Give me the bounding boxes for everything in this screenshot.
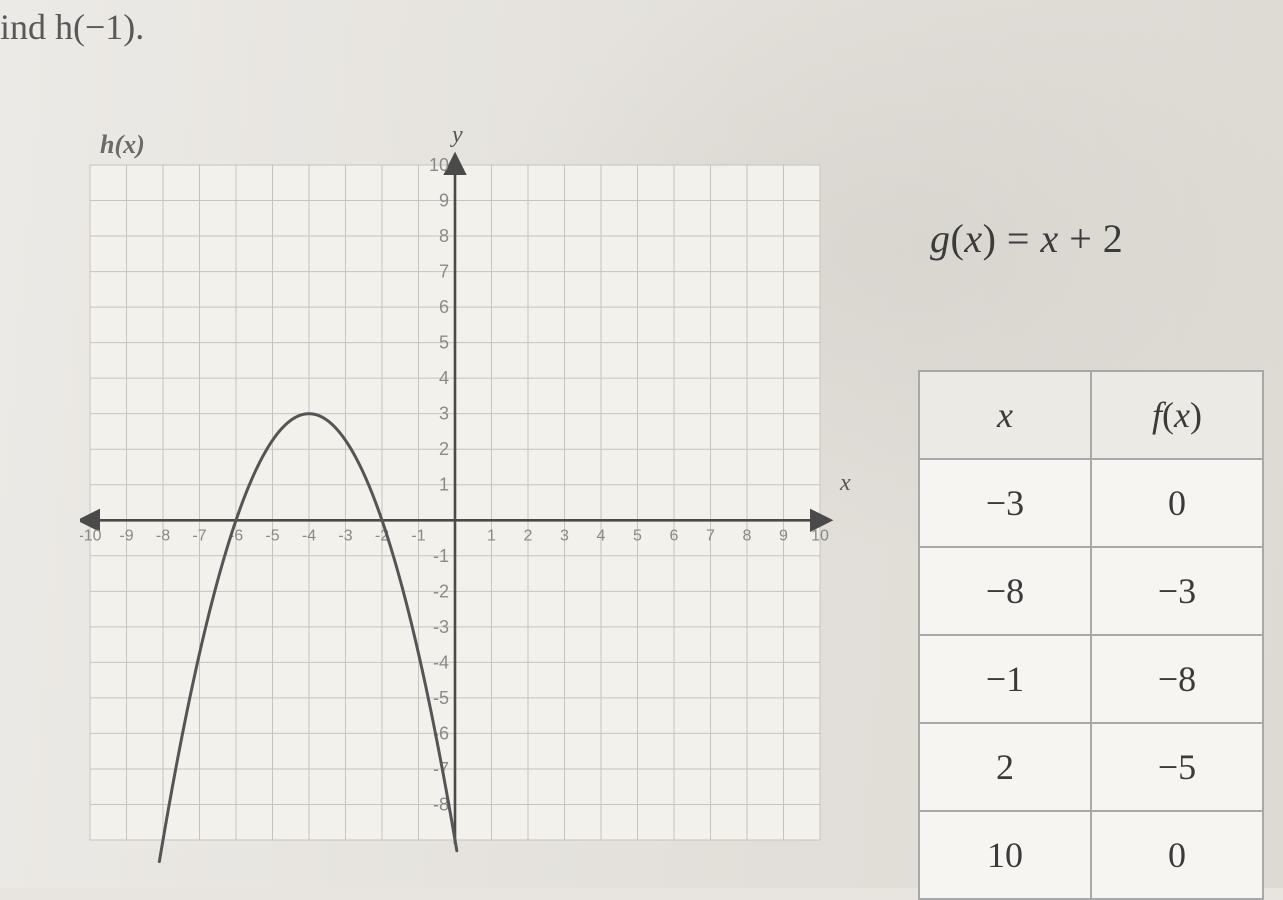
table-row: 2−5 (919, 723, 1263, 811)
cell-fx: −5 (1091, 723, 1263, 811)
g-letter: g (930, 216, 951, 261)
rhs-var: x (1040, 216, 1058, 261)
svg-text:5: 5 (633, 527, 642, 544)
svg-text:-7: -7 (192, 527, 206, 544)
problem-prompt: ind h(−1). (0, 6, 144, 48)
cell-fx: −3 (1091, 547, 1263, 635)
svg-text:-10: -10 (80, 527, 102, 544)
svg-text:7: 7 (439, 262, 449, 282)
svg-text:-5: -5 (265, 527, 279, 544)
table-row: −30 (919, 459, 1263, 547)
lparen: ( (951, 216, 965, 261)
svg-text:6: 6 (439, 297, 449, 317)
svg-text:9: 9 (439, 191, 449, 211)
svg-text:10: 10 (811, 527, 829, 544)
svg-text:-3: -3 (433, 617, 449, 637)
f-table: x f(x) −30−8−3−1−82−5100 (918, 370, 1264, 900)
svg-text:3: 3 (560, 527, 569, 544)
y-axis-label: y (452, 122, 463, 149)
cell-x: 2 (919, 723, 1091, 811)
worksheet-page: ind h(−1). h(x) y x -8-7-6-5-4-3-2-11234… (0, 0, 1283, 888)
svg-text:5: 5 (439, 333, 449, 353)
svg-text:7: 7 (706, 527, 715, 544)
rhs-op: + 2 (1059, 216, 1124, 261)
svg-text:3: 3 (439, 404, 449, 424)
svg-text:-4: -4 (302, 527, 316, 544)
header-fx: f(x) (1091, 371, 1263, 459)
cell-x: −8 (919, 547, 1091, 635)
table-row: −8−3 (919, 547, 1263, 635)
cell-x: −3 (919, 459, 1091, 547)
svg-text:8: 8 (743, 527, 752, 544)
header-x: x (919, 371, 1091, 459)
cell-fx: 0 (1091, 811, 1263, 899)
svg-text:2: 2 (439, 439, 449, 459)
svg-text:-4: -4 (433, 652, 449, 672)
graph-region: h(x) y x -8-7-6-5-4-3-2-112345678910-10-… (80, 130, 850, 850)
coordinate-chart: -8-7-6-5-4-3-2-112345678910-10-9-8-7-6-5… (80, 150, 850, 870)
svg-text:4: 4 (439, 368, 449, 388)
svg-text:1: 1 (439, 475, 449, 495)
svg-text:9: 9 (779, 527, 788, 544)
svg-text:-3: -3 (338, 527, 352, 544)
table-row: 100 (919, 811, 1263, 899)
g-equation: g(x) = x + 2 (930, 215, 1123, 262)
cell-x: 10 (919, 811, 1091, 899)
svg-text:2: 2 (524, 527, 533, 544)
g-var: x (964, 216, 982, 261)
svg-text:10: 10 (429, 155, 449, 175)
svg-text:-2: -2 (433, 581, 449, 601)
equals: = (996, 216, 1040, 261)
table-row: −1−8 (919, 635, 1263, 723)
svg-text:4: 4 (597, 527, 606, 544)
svg-text:-8: -8 (156, 527, 170, 544)
prompt-text: ind h(−1). (0, 7, 144, 47)
cell-fx: 0 (1091, 459, 1263, 547)
rparen: ) (983, 216, 997, 261)
svg-text:-5: -5 (433, 688, 449, 708)
svg-text:-9: -9 (119, 527, 133, 544)
svg-text:-1: -1 (433, 546, 449, 566)
svg-text:-1: -1 (411, 527, 425, 544)
svg-text:8: 8 (439, 226, 449, 246)
svg-text:1: 1 (487, 527, 496, 544)
cell-fx: −8 (1091, 635, 1263, 723)
table-header-row: x f(x) (919, 371, 1263, 459)
cell-x: −1 (919, 635, 1091, 723)
svg-text:6: 6 (670, 527, 679, 544)
